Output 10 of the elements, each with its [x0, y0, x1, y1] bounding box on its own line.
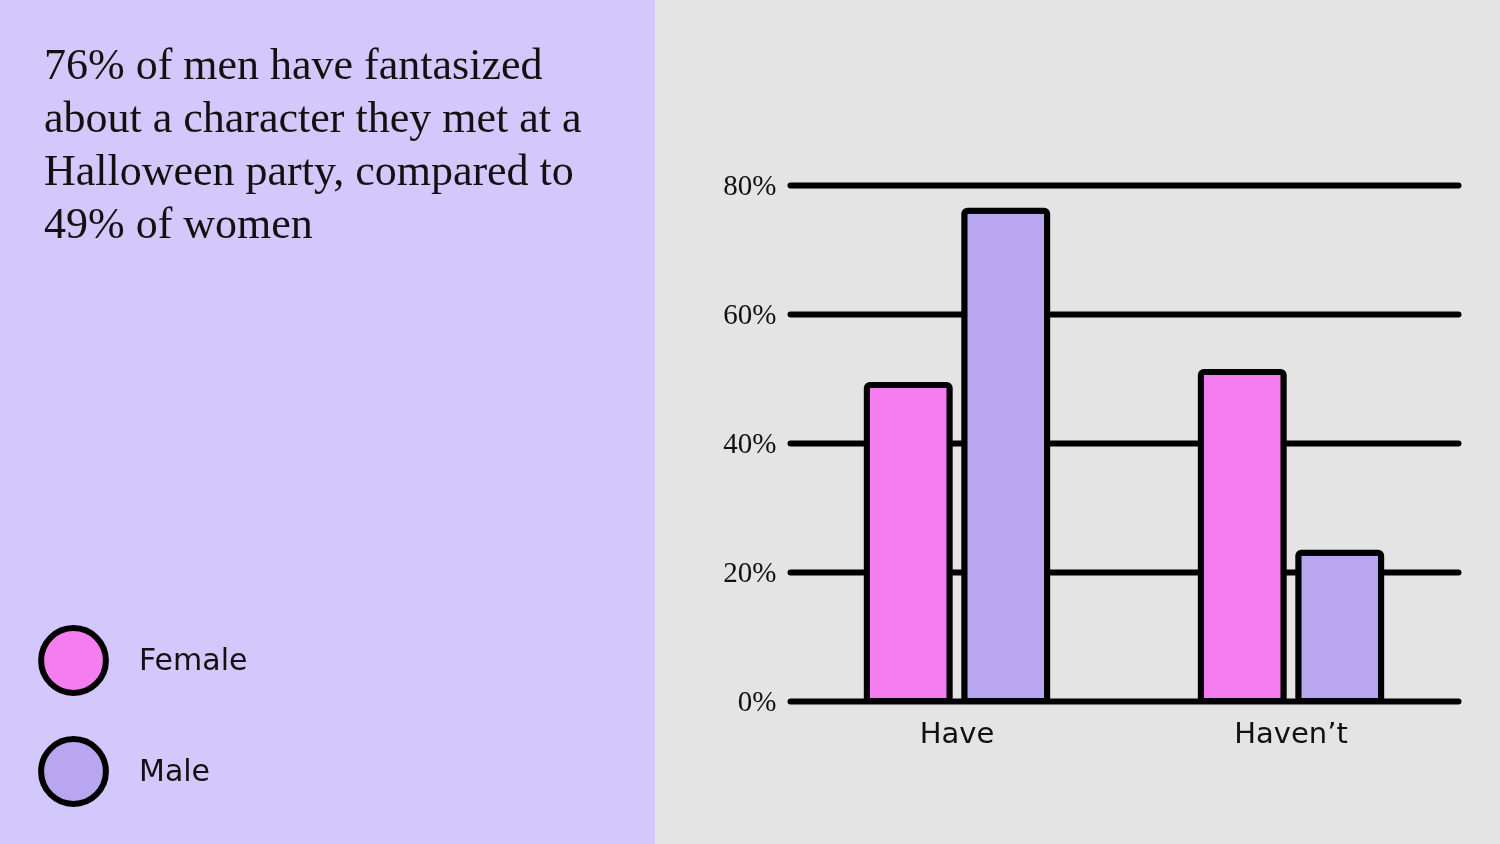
legend-label: Female — [139, 641, 248, 677]
x-tick-label: Haven’t — [1234, 715, 1348, 750]
legend-label: Male — [139, 752, 211, 788]
text: 76% of men have fantasized about a character they met at a Halloween party, compared to 49% of women — [44, 39, 583, 250]
x-tick-label: Have — [919, 715, 995, 750]
y-tick-label: 0% — [737, 684, 777, 717]
y-tick-label: 60% — [723, 297, 777, 330]
y-tick-label: 80% — [723, 168, 777, 201]
y-tick-label: 20% — [723, 555, 777, 588]
y-tick-label: 40% — [723, 426, 777, 459]
